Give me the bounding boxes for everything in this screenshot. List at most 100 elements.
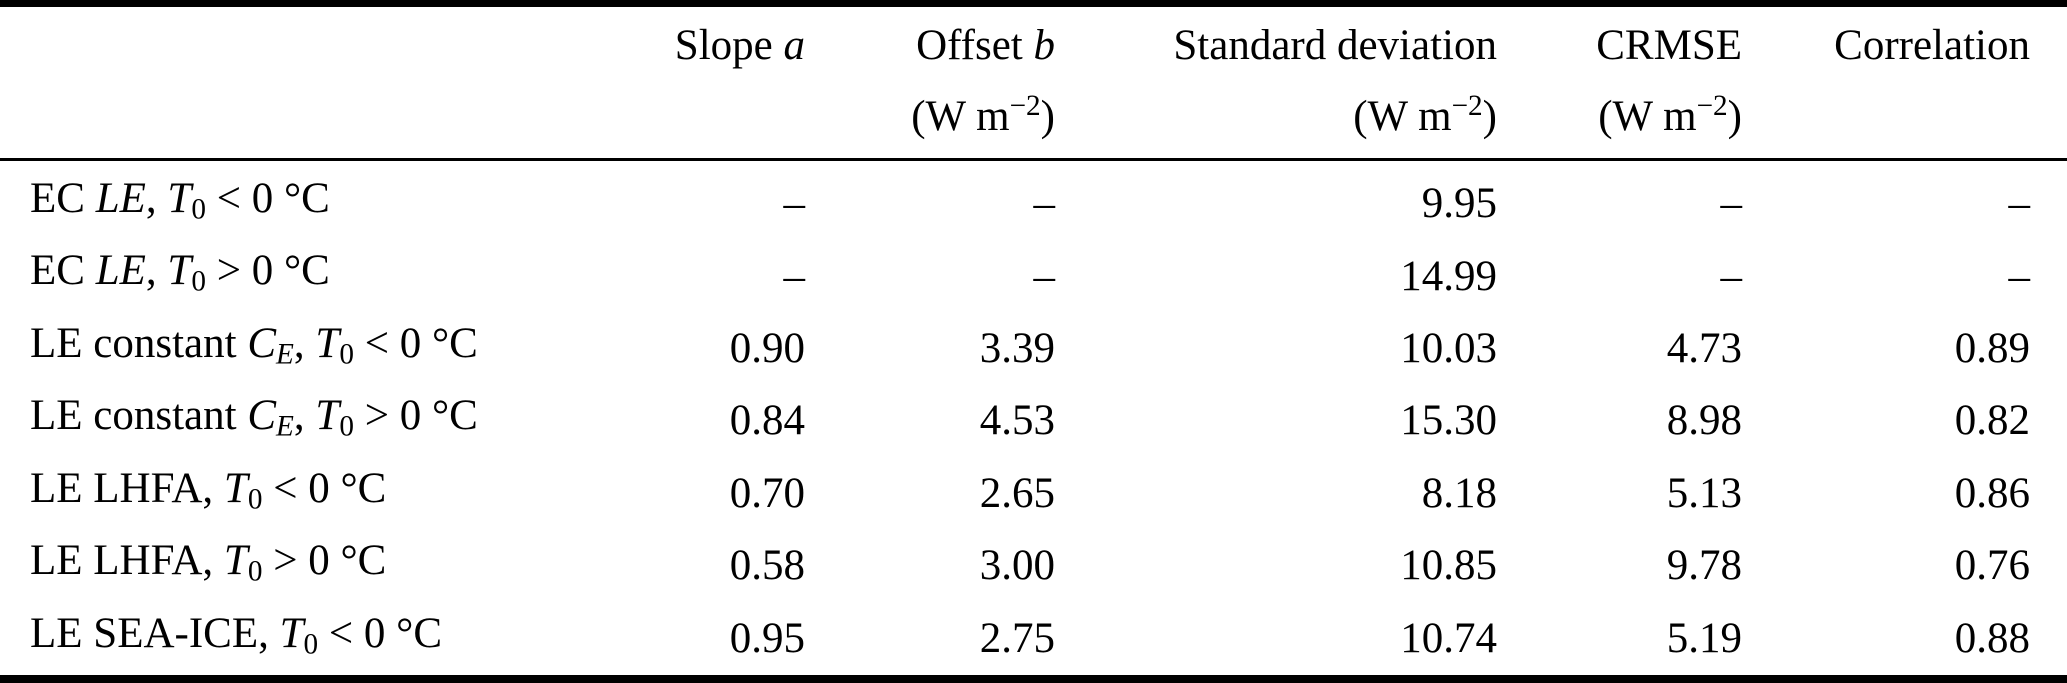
text-segment: T: [279, 609, 304, 657]
row-label: LE constant CE, T0 > 0 °C: [30, 385, 610, 457]
text-segment: ,: [145, 247, 168, 295]
text-segment: T: [223, 537, 248, 585]
text-segment: 0: [247, 483, 263, 516]
column-header-offset: Offset b (W m−2): [805, 7, 1055, 158]
cell-slope: –: [783, 252, 806, 300]
row-label: LE LHFA, T0 < 0 °C: [30, 458, 610, 530]
column-header-crmse: CRMSE (W m−2): [1497, 7, 1742, 158]
text-segment: CRMSE: [1596, 22, 1742, 69]
cell-crmse: 10.48: [1497, 675, 1742, 676]
text-segment: > 0 °C: [205, 247, 330, 295]
table-row: LE SEA-ICE, T0 < 0 °C 0.95 2.75 10.74 5.19 0.…: [30, 603, 2030, 675]
cell-slope: 0.84: [729, 397, 805, 445]
text-segment: ): [1727, 93, 1742, 141]
row-label: LE SEA-ICE, T0 < 0 °C: [30, 603, 610, 675]
cell-offset: –: [1033, 180, 1056, 228]
row-label: LE constant CE, T0 < 0 °C: [30, 313, 610, 385]
column-unit: (W m−2): [805, 77, 1055, 146]
cell-slope: –: [783, 180, 806, 228]
column-header-slope: Slope a: [610, 7, 805, 158]
column-title: Standard deviation: [1055, 7, 1497, 77]
text-segment: Offset: [916, 22, 1034, 69]
text-segment: 0: [191, 265, 206, 298]
cell-correlation: 0.78: [1742, 675, 2030, 676]
text-segment: T: [223, 464, 248, 512]
text-segment: ,: [293, 319, 316, 367]
cell-slope: 0.90: [729, 325, 805, 373]
text-segment: > 0 °C: [262, 537, 387, 585]
text-segment: LE: [95, 247, 146, 295]
text-segment: b: [1033, 22, 1056, 69]
cell-crmse: –: [1720, 252, 1743, 300]
cell-offset: 2.65: [979, 469, 1055, 517]
text-segment: C: [247, 319, 277, 367]
text-segment: 0: [191, 193, 206, 226]
text-segment: (W m: [1598, 93, 1697, 141]
text-segment: E: [276, 338, 294, 371]
text-segment: −2: [1451, 90, 1483, 122]
cell-stddev: 10.03: [1400, 325, 1497, 373]
table-header-row: Slope a Offset b (W m−2) Standard deviation…: [30, 7, 2030, 158]
header-separator-rule: [0, 158, 2067, 161]
cell-stddev: 15.30: [1400, 397, 1497, 445]
text-segment: T: [167, 175, 192, 222]
cell-correlation: 0.76: [1954, 542, 2030, 590]
column-title: [30, 7, 610, 15]
text-segment: < 0 °C: [205, 175, 330, 222]
text-segment: E: [276, 410, 294, 443]
text-segment: C: [247, 392, 277, 440]
cell-crmse: 5.19: [1666, 614, 1742, 662]
text-segment: LE LHFA,: [30, 464, 224, 512]
text-segment: < 0 °C: [318, 609, 443, 657]
cell-offset: 4.53: [979, 397, 1055, 445]
text-segment: (W m: [1353, 93, 1452, 141]
cell-offset: 3.00: [979, 542, 1055, 590]
text-segment: > 0 °C: [353, 392, 478, 440]
table-row: LE LHFA, T0 < 0 °C 0.70 2.65 8.18 5.13 0.86: [30, 458, 2030, 530]
row-label: LE LHFA, T0 > 0 °C: [30, 530, 610, 602]
table-row: LE constant CE, T0 < 0 °C 0.90 3.39 10.03 4.…: [30, 313, 2030, 385]
text-segment: T: [315, 392, 340, 440]
cell-slope: 0.95: [729, 614, 805, 662]
cell-crmse: 4.73: [1666, 325, 1742, 373]
table-header: Slope a Offset b (W m−2) Standard deviation…: [30, 7, 2030, 158]
table-row: EC LE, T0 < 0 °C – – 9.95 – –: [30, 158, 2030, 240]
column-title: Slope a: [610, 7, 805, 77]
text-segment: a: [783, 22, 806, 69]
text-segment: < 0 °C: [353, 319, 478, 367]
column-title: CRMSE: [1497, 7, 1742, 77]
cell-crmse: –: [1720, 180, 1743, 228]
text-segment: ,: [293, 392, 316, 440]
text-segment: 0: [247, 555, 263, 588]
text-segment: T: [167, 247, 192, 295]
cell-correlation: 0.88: [1954, 614, 2030, 662]
text-segment: −2: [1696, 90, 1728, 122]
cell-stddev: 16.43: [1055, 675, 1497, 676]
text-segment: ,: [145, 175, 168, 222]
column-title: Offset b: [805, 7, 1055, 77]
text-segment: ): [1482, 93, 1497, 141]
cell-correlation: 0.82: [1954, 397, 2030, 445]
column-header-label: [30, 7, 610, 158]
cell-crmse: 5.13: [1666, 469, 1742, 517]
table-body: EC LE, T0 < 0 °C – –9.95– – EC LE, T0 > 0 °C…: [30, 158, 2030, 676]
text-segment: Standard deviation: [1173, 22, 1497, 69]
column-title: Correlation: [1742, 7, 2030, 77]
text-segment: EC: [30, 175, 96, 222]
cell-correlation: 0.89: [1954, 325, 2030, 373]
text-segment: LE constant: [30, 319, 248, 367]
cell-stddev: 10.74: [1400, 614, 1497, 662]
text-segment: LE LHFA,: [30, 537, 224, 585]
cell-correlation: 0.86: [1954, 469, 2030, 517]
column-unit: (W m−2): [1497, 77, 1742, 146]
column-unit: [1742, 77, 2030, 135]
column-header-stddev: Standard deviation (W m−2): [1055, 7, 1497, 158]
row-label: LE SEA-ICE, T0 > 0 °C: [30, 675, 610, 676]
cell-offset: –: [1033, 252, 1056, 300]
text-segment: LE SEA-ICE,: [30, 609, 280, 657]
text-segment: −2: [1009, 90, 1041, 122]
text-segment: 0: [303, 627, 319, 660]
cell-stddev: 10.85: [1400, 542, 1497, 590]
text-segment: 0: [339, 410, 354, 443]
